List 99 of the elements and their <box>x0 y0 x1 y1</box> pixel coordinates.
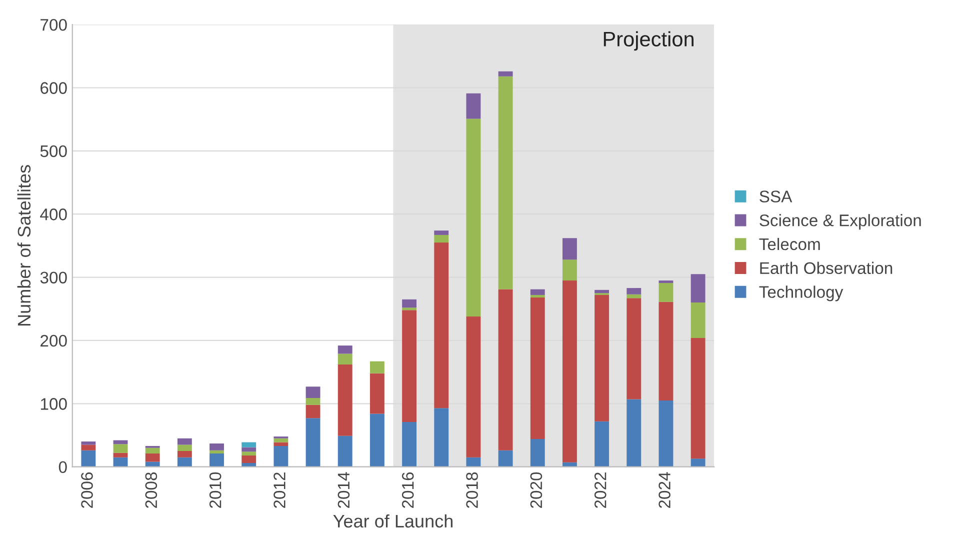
bar <box>562 238 577 260</box>
bar <box>434 230 449 235</box>
y-tick-label: 500 <box>40 145 67 158</box>
bar <box>177 451 192 458</box>
bar <box>113 452 128 458</box>
bar <box>466 118 481 316</box>
x-axis-title: Year of Launch <box>333 514 452 528</box>
bar <box>434 408 449 467</box>
legend-label: Science & Exploration <box>760 214 921 230</box>
bar <box>466 457 481 467</box>
bar <box>594 290 610 294</box>
bar <box>434 234 449 243</box>
bar <box>338 354 352 364</box>
bar <box>658 282 674 302</box>
bar <box>177 457 192 467</box>
bar <box>81 444 96 450</box>
bar <box>370 373 384 414</box>
bar <box>242 455 256 464</box>
bar <box>210 443 224 450</box>
y-tick-label: 100 <box>40 398 67 410</box>
x-tick-label: 2006 <box>81 472 93 508</box>
bar <box>338 364 352 436</box>
bar <box>690 274 706 303</box>
x-tick-label: 2016 <box>402 472 414 508</box>
bar <box>626 288 642 294</box>
bar <box>370 361 384 374</box>
bar <box>242 447 256 452</box>
bar <box>274 438 288 442</box>
bar <box>242 442 256 448</box>
bar <box>658 302 674 400</box>
bar <box>402 310 416 422</box>
bar <box>530 439 545 467</box>
bar <box>306 404 320 418</box>
x-tick-label: 2020 <box>530 472 542 508</box>
bar <box>690 458 706 467</box>
y-tick-label: 300 <box>40 272 67 284</box>
bar <box>498 450 513 467</box>
bar <box>594 294 610 422</box>
bar <box>434 242 449 408</box>
bar <box>402 422 416 467</box>
x-tick-label: 2024 <box>658 472 670 508</box>
y-axis-title: Number of Satellites <box>17 165 31 326</box>
bar <box>338 436 352 467</box>
x-tick-label: 2022 <box>594 472 606 508</box>
bar <box>562 260 577 280</box>
bar <box>81 450 96 467</box>
bar <box>242 463 256 467</box>
legend-label: Telecom <box>759 238 820 250</box>
legend-label: SSA <box>760 190 792 202</box>
bar <box>498 71 513 76</box>
bar <box>530 294 545 298</box>
bar <box>626 399 642 467</box>
bar <box>690 338 706 459</box>
x-tick-label: 2018 <box>466 472 478 508</box>
x-tick-label: 2014 <box>338 472 350 508</box>
bar <box>338 346 352 354</box>
y-tick-label: 700 <box>40 18 67 31</box>
bar <box>562 462 577 467</box>
bar <box>498 289 513 450</box>
legend-label: Technology <box>759 286 844 302</box>
bar <box>177 438 192 445</box>
bar <box>145 454 160 462</box>
y-tick-label: 600 <box>40 82 67 94</box>
bar <box>530 289 545 295</box>
bar <box>306 386 320 398</box>
bar <box>81 442 96 445</box>
bar <box>306 398 320 405</box>
bar <box>690 302 706 338</box>
y-tick-label: 200 <box>40 334 67 347</box>
bar <box>498 76 513 290</box>
bar <box>402 299 416 308</box>
x-tick-label: 2012 <box>274 472 286 508</box>
x-tick-label: 2008 <box>145 472 158 508</box>
bar <box>274 442 288 446</box>
legend-label: Earth Observation <box>760 262 892 274</box>
bar <box>210 450 224 454</box>
bar <box>594 421 610 467</box>
bar <box>145 448 160 454</box>
bar <box>626 294 642 298</box>
band-label: Projection <box>604 31 694 51</box>
bar <box>242 452 256 456</box>
x-tick-label: 2010 <box>209 472 222 508</box>
y-tick-label: 0 <box>58 461 67 474</box>
bar <box>274 446 288 467</box>
bar <box>113 457 128 467</box>
y-tick-label: 400 <box>40 208 67 220</box>
bar <box>626 298 642 400</box>
bar <box>658 400 674 467</box>
bar <box>466 316 481 458</box>
bar <box>658 280 674 283</box>
bar <box>402 308 416 310</box>
bar <box>562 280 577 462</box>
bar <box>210 454 224 467</box>
bar <box>370 414 384 467</box>
bar <box>177 444 192 452</box>
bar <box>113 444 128 453</box>
bar <box>466 93 481 119</box>
bar <box>530 298 545 440</box>
bar <box>306 418 320 467</box>
